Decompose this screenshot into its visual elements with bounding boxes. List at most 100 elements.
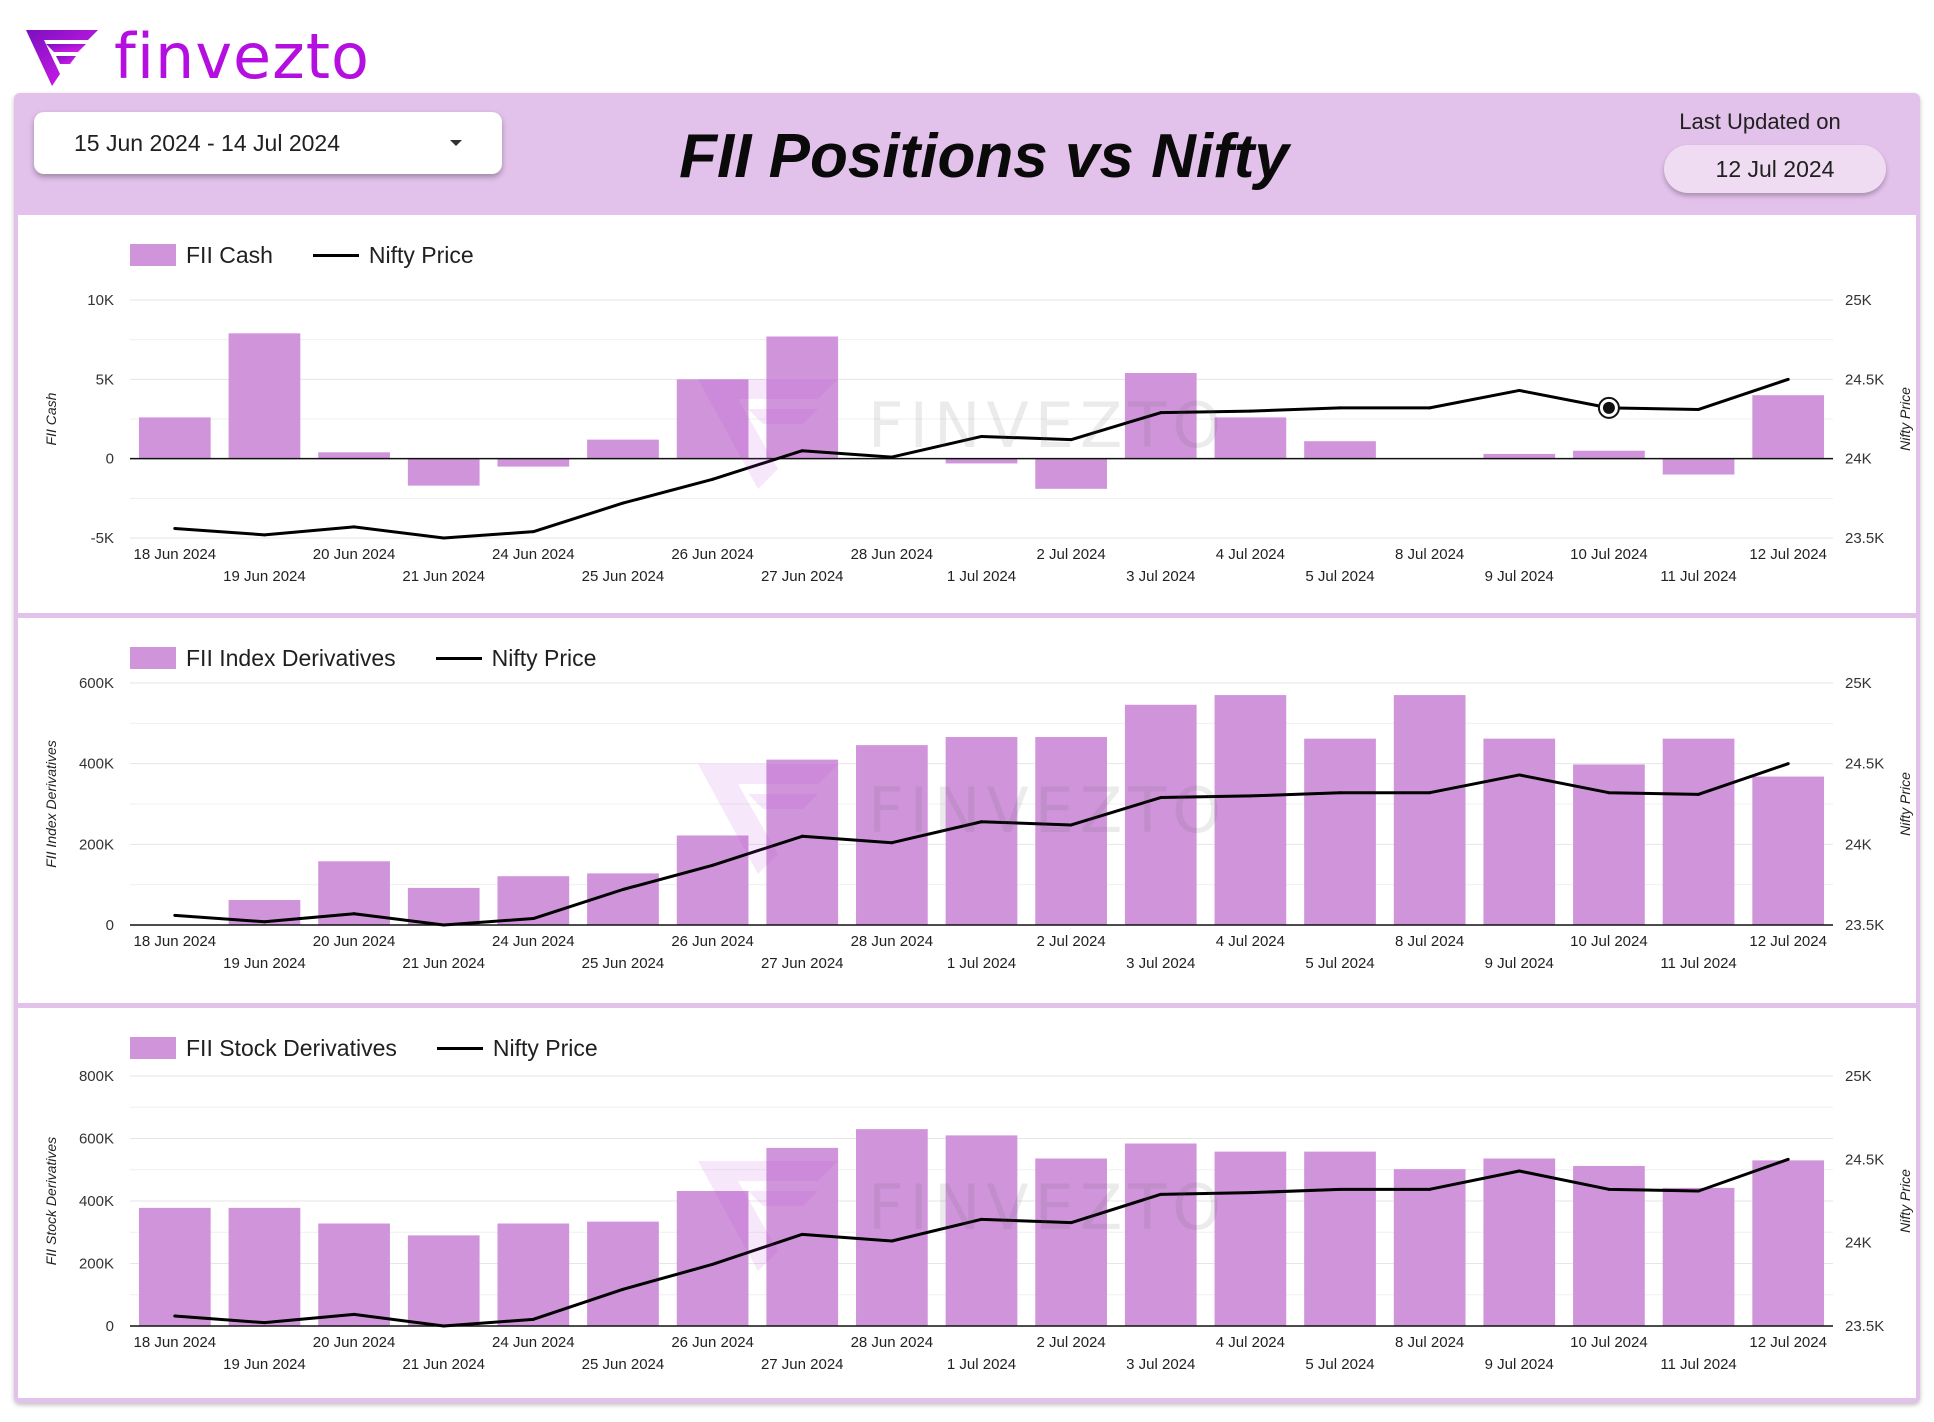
y-left-tick-label: 200K	[79, 836, 114, 853]
nifty-price-point	[800, 1232, 804, 1236]
legend-bar-swatch	[130, 1037, 176, 1059]
y-left-axis-title: FII Index Derivatives	[43, 740, 59, 868]
nifty-price-point	[262, 1321, 266, 1325]
x-tick-label: 4 Jul 2024	[1216, 1334, 1285, 1351]
legend-line-label[interactable]: Nifty Price	[491, 644, 597, 671]
x-tick-label: 21 Jun 2024	[402, 568, 485, 585]
bar	[945, 737, 1018, 925]
nifty-price-point	[173, 526, 177, 530]
bar	[1035, 458, 1107, 489]
x-tick-label: 20 Jun 2024	[313, 933, 396, 950]
bar	[1483, 1158, 1556, 1326]
bar	[318, 1223, 390, 1326]
bar	[497, 1223, 570, 1326]
y-right-tick-label: 23.5K	[1845, 530, 1884, 547]
fii-cash-chart-panel: -5K 0 5K 10K 23.5K 24K 24.5K 25K FII Cash Nifty P…	[18, 215, 1916, 613]
legend-line-label[interactable]: Nifty Price	[368, 241, 474, 268]
x-tick-label: 1 Jul 2024	[947, 1356, 1016, 1373]
x-tick-label: 10 Jul 2024	[1570, 546, 1648, 563]
x-tick-label: 8 Jul 2024	[1395, 546, 1464, 563]
x-tick-label: 10 Jul 2024	[1570, 933, 1648, 950]
x-tick-label: 21 Jun 2024	[402, 1356, 485, 1373]
legend-line-swatch	[312, 253, 359, 257]
nifty-price-point	[1338, 406, 1342, 410]
y-right-tick-label: 23.5K	[1845, 1318, 1884, 1335]
nifty-price-point	[1697, 407, 1701, 411]
fii-index-derivatives-chart-panel: 0 200K 400K 600K 23.5K 24K 24.5K 25K FII Index D…	[18, 618, 1916, 1003]
x-tick-label: 11 Jul 2024	[1660, 955, 1736, 972]
bar	[1124, 704, 1197, 925]
bar	[1393, 695, 1466, 925]
legend-bar-label[interactable]: FII Cash	[186, 241, 273, 268]
last-updated-value: 12 Jul 2024	[1664, 145, 1886, 193]
bar	[228, 1207, 301, 1326]
x-tick-label: 28 Jun 2024	[851, 1334, 934, 1351]
nifty-price-point	[711, 1262, 715, 1266]
nifty-price-point	[980, 434, 983, 438]
bar	[587, 439, 659, 459]
bar	[1662, 458, 1735, 475]
bar	[1393, 1169, 1466, 1326]
legend-bar-label[interactable]: FII Index Derivatives	[186, 644, 396, 671]
x-tick-label: 9 Jul 2024	[1485, 568, 1554, 585]
x-tick-label: 25 Jun 2024	[582, 955, 665, 972]
y-left-tick-label: 800K	[79, 1068, 114, 1085]
caret-down-icon[interactable]	[450, 140, 462, 146]
nifty-price-point	[442, 923, 446, 927]
legend-bar-label[interactable]: FII Stock Derivatives	[186, 1034, 397, 1061]
nifty-price-point	[1428, 791, 1432, 795]
chart-svg: 0 200K 400K 600K 800K 23.5K 24K 24.5K 25K FII Sto…	[43, 1068, 1913, 1373]
bar	[856, 745, 928, 925]
nifty-price-point	[262, 533, 266, 537]
x-tick-label: 27 Jun 2024	[761, 955, 844, 972]
highlighted-point	[1602, 401, 1615, 414]
watermark-icon-bar	[748, 1191, 818, 1206]
y-right-tick-label: 24.5K	[1845, 371, 1884, 388]
x-tick-label: 11 Jul 2024	[1660, 568, 1736, 585]
x-tick-label: 20 Jun 2024	[313, 1334, 396, 1351]
x-tick-label: 2 Jul 2024	[1037, 546, 1106, 563]
y-left-tick-label: 600K	[79, 1131, 114, 1148]
bar	[676, 1191, 749, 1326]
nifty-price-point	[1697, 1189, 1701, 1193]
x-tick-label: 12 Jul 2024	[1749, 933, 1827, 950]
y-right-axis-title: Nifty Price	[1897, 387, 1913, 451]
x-tick-label: 4 Jul 2024	[1216, 933, 1285, 950]
bar	[1483, 453, 1556, 459]
watermark-logo: FINVEZTO	[698, 379, 1221, 489]
nifty-price-point	[980, 1217, 983, 1221]
nifty-price-point	[442, 536, 446, 540]
x-tick-label: 2 Jul 2024	[1037, 933, 1106, 950]
legend-bar-swatch	[130, 647, 176, 669]
nifty-price-point	[531, 1317, 535, 1321]
y-right-tick-label: 24K	[1845, 836, 1872, 853]
nifty-price-point	[1338, 791, 1342, 795]
bar	[1214, 417, 1287, 459]
x-tick-label: 26 Jun 2024	[671, 1334, 754, 1351]
chart-legend: FII Stock Derivatives Nifty Price	[130, 1033, 638, 1063]
x-tick-label: 18 Jun 2024	[134, 933, 217, 950]
y-left-axis-title: FII Stock Derivatives	[43, 1137, 59, 1265]
y-left-tick-label: 400K	[79, 756, 114, 773]
bar	[1304, 441, 1376, 459]
y-left-axis-title: FII Cash	[43, 392, 59, 445]
bar	[1124, 372, 1197, 459]
x-tick-label: 26 Jun 2024	[671, 933, 754, 950]
bar	[1124, 1143, 1197, 1326]
nifty-price-point	[1786, 1157, 1790, 1161]
bar	[138, 417, 211, 459]
nifty-price-point	[1697, 792, 1701, 796]
bar	[856, 1129, 928, 1326]
bar	[1304, 1151, 1376, 1326]
nifty-price-point	[1338, 1187, 1342, 1191]
x-tick-label: 3 Jul 2024	[1126, 955, 1195, 972]
legend-line-label[interactable]: Nifty Price	[492, 1034, 598, 1061]
date-range-select[interactable]: 15 Jun 2024 - 14 Jul 2024	[34, 112, 502, 174]
nifty-price-point	[1248, 1191, 1252, 1195]
bar	[676, 379, 749, 459]
chart-legend: FII Index Derivatives Nifty Price	[130, 643, 636, 673]
nifty-price-point	[1786, 377, 1790, 381]
nifty-price-point	[352, 912, 356, 916]
bar	[1483, 738, 1556, 925]
nifty-price-point	[621, 888, 625, 892]
